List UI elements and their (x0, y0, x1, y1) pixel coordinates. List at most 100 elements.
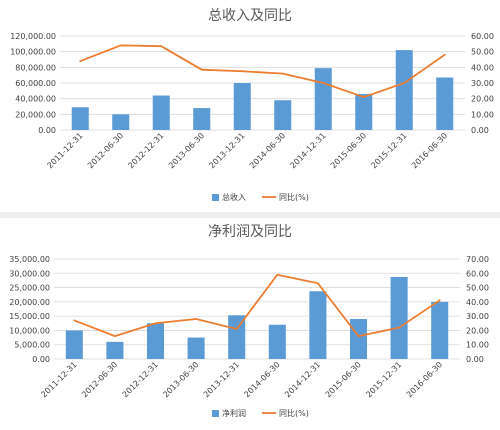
net-profit-chart: 净利润及同比 0.00 5,000.00 10,000.00 15,000.00 20,0… (9, 224, 489, 418)
y-tick-label: 60,000.00 (15, 79, 56, 88)
y2-tick-label: 20.00 (471, 95, 494, 104)
line-point (235, 328, 238, 330)
y-tick-label: 5,000.00 (14, 341, 50, 350)
x-category-label: 2014-12-31 (283, 360, 322, 399)
bar (355, 93, 373, 130)
line-point (160, 45, 163, 48)
legend-line-label: 同比(%) (279, 408, 309, 418)
x-category-label: 2014-12-31 (288, 131, 327, 170)
bar (106, 341, 124, 359)
bar (187, 337, 205, 359)
y2-tick-label: 0.00 (466, 355, 484, 364)
line-point (241, 70, 244, 73)
y-tick-label: 15,000.00 (9, 312, 50, 321)
line-point (276, 273, 279, 276)
legend-bar-swatch (212, 194, 219, 201)
legend-bar-label: 总收入 (222, 192, 246, 202)
line-point (403, 82, 406, 84)
legend-bar-label: 净利润 (222, 408, 246, 418)
y-tick-label: 25,000.00 (9, 284, 50, 293)
x-category-label: 2013-12-31 (207, 131, 246, 170)
x-category-label: 2015-12-31 (369, 131, 408, 170)
line-point (322, 82, 325, 84)
line-point (114, 335, 116, 338)
bar (436, 77, 454, 130)
line-point (200, 68, 203, 71)
line-point (438, 299, 441, 302)
bar (268, 324, 286, 359)
x-category-label: 2016-06-30 (405, 360, 444, 399)
y-tick-label: 35,000.00 (9, 255, 50, 264)
line-point (398, 326, 400, 329)
line-point (362, 96, 365, 98)
y-tick-label: 40,000.00 (15, 95, 56, 104)
line-point (154, 322, 157, 325)
bar (228, 315, 246, 359)
bar (314, 68, 332, 130)
bar (390, 277, 408, 359)
x-category-label: 2015-12-31 (364, 360, 403, 399)
line-point (317, 282, 319, 285)
y2-tick-label: 60.00 (466, 269, 489, 278)
x-category-label: 2011-12-31 (45, 131, 84, 170)
y2-tick-label: 60.00 (471, 32, 494, 41)
x-category-label: 2012-06-30 (80, 360, 119, 399)
bar (349, 319, 368, 359)
chart-title: 总收入及同比 (208, 8, 292, 24)
bar (65, 330, 83, 359)
x-category-label: 2012-06-30 (86, 131, 125, 170)
revenue-chart: 总收入及同比 0.00 20,000.00 40,000.00 60,000.00 80,… (10, 8, 494, 202)
line-point (73, 319, 76, 322)
x-category-label: 2013-12-31 (202, 360, 241, 399)
y2-tick-label: 10.00 (466, 341, 489, 350)
line-series (79, 44, 446, 99)
bar (274, 100, 292, 130)
x-category-label: 2016-06-30 (410, 131, 449, 170)
bar (431, 301, 449, 359)
y2-tick-label: 40.00 (471, 63, 494, 72)
line-point (195, 318, 198, 320)
bar (71, 107, 89, 130)
y2-tick-label: 10.00 (471, 110, 494, 119)
bar (193, 108, 211, 130)
line-point (79, 60, 82, 62)
y-tick-label: 80,000.00 (15, 63, 56, 72)
y2-tick-label: 50.00 (466, 284, 489, 293)
line-point (281, 72, 284, 75)
y2-tick-label: 0.00 (471, 126, 489, 135)
x-category-label: 2013-06-30 (167, 131, 206, 170)
net-profit-chart-panel: 净利润及同比 0.00 5,000.00 10,000.00 15,000.00 20,0… (0, 218, 500, 430)
y2-tick-label: 50.00 (471, 48, 494, 57)
x-category-label: 2011-12-31 (39, 360, 78, 399)
bar (395, 50, 413, 130)
bar (309, 291, 327, 359)
y2-tick-label: 30.00 (471, 79, 494, 88)
y-tick-label: 20,000.00 (15, 110, 56, 119)
bar (146, 323, 165, 359)
y-tick-label: 0.00 (38, 126, 56, 135)
line-point (357, 335, 360, 338)
y-tick-label: 10,000.00 (9, 326, 50, 335)
legend-bar-swatch (212, 410, 219, 417)
y-tick-label: 30,000.00 (9, 269, 50, 278)
line-series (73, 273, 441, 338)
y2-tick-label: 40.00 (466, 298, 489, 307)
x-category-label: 2013-06-30 (161, 360, 200, 399)
y2-tick-label: 30.00 (466, 312, 489, 321)
y2-tick-label: 20.00 (466, 326, 489, 335)
y-tick-label: 20,000.00 (9, 298, 50, 307)
y-tick-label: 100,000.00 (10, 48, 56, 57)
x-category-label: 2015-06-30 (329, 131, 368, 170)
x-category-label: 2014-06-30 (242, 360, 281, 399)
bar (233, 83, 251, 130)
y-tick-label: 120,000.00 (10, 32, 56, 41)
x-category-label: 2014-06-30 (248, 131, 287, 170)
line-point (443, 53, 446, 56)
chart-title: 净利润及同比 (208, 224, 292, 240)
y-tick-label: 0.00 (32, 355, 50, 364)
y2-tick-label: 70.00 (466, 255, 489, 264)
x-category-label: 2012-12-31 (126, 131, 165, 170)
x-category-label: 2012-12-31 (121, 360, 160, 399)
revenue-chart-panel: 总收入及同比 0.00 20,000.00 40,000.00 60,000.00 80,… (0, 0, 500, 213)
bar (112, 114, 130, 130)
